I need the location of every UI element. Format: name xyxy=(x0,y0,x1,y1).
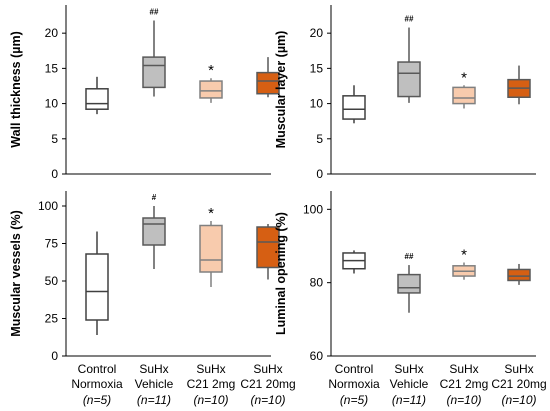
y-tick-label: 15 xyxy=(45,61,59,75)
y-axis-label: Luminal opening (%) xyxy=(274,212,288,335)
x-category-line2: C21 2mg xyxy=(187,377,236,391)
significance-hash: ## xyxy=(405,252,414,261)
y-tick-label: 20 xyxy=(45,26,59,40)
x-category-n: (n=11) xyxy=(137,393,171,407)
box-iqr xyxy=(397,273,421,294)
y-tick-label: 10 xyxy=(310,97,324,111)
y-tick-label: 15 xyxy=(310,61,324,75)
box-1 xyxy=(342,85,366,124)
significance-hash: ## xyxy=(405,15,414,24)
x-category-line1: Control xyxy=(78,362,117,376)
box-iqr xyxy=(85,253,109,321)
y-tick-label: 5 xyxy=(316,132,323,146)
x-category-line2: Normoxia xyxy=(328,377,380,391)
x-category-line1: SuHx xyxy=(449,362,478,376)
x-category-line1: SuHx xyxy=(253,362,282,376)
y-tick-label: 0 xyxy=(51,167,58,181)
x-category-line1: Control xyxy=(335,362,374,376)
chart-panel-4: 60 80 100 Luminal opening (%) ## * xyxy=(274,191,536,363)
x-category-n: (n=10) xyxy=(193,393,228,407)
y-tick-label: 20 xyxy=(310,26,324,40)
y-tick-label: 80 xyxy=(310,276,324,290)
x-category-n: (n=5) xyxy=(340,393,368,407)
box-iqr xyxy=(397,61,421,98)
box-3: * xyxy=(452,69,476,109)
x-category-line2: C21 20mg xyxy=(240,377,295,391)
significance-hash: ## xyxy=(150,7,159,16)
y-tick-label: 60 xyxy=(310,349,324,363)
box-4 xyxy=(256,57,280,98)
box-4 xyxy=(507,263,531,285)
y-tick-label: 100 xyxy=(38,199,58,213)
x-category-n: (n=10) xyxy=(446,393,481,407)
chart-panel-2: 0 5 10 15 20 Muscular layer (µm) ## * xyxy=(274,5,536,181)
box-3: * xyxy=(452,247,476,280)
x-category-n: (n=10) xyxy=(250,393,285,407)
y-tick-label: 100 xyxy=(303,202,323,216)
x-category-line1: SuHx xyxy=(394,362,423,376)
box-1 xyxy=(342,250,366,274)
x-axis-labels-right: ControlNormoxia(n=5)SuHxVehicle(n=11)SuH… xyxy=(328,362,546,407)
y-tick-label: 25 xyxy=(45,312,59,326)
x-category-line2: C21 2mg xyxy=(440,377,489,391)
significance-star: * xyxy=(208,205,214,222)
y-tick-label: 5 xyxy=(51,132,58,146)
box-4 xyxy=(507,65,531,105)
box-1 xyxy=(85,76,109,115)
y-tick-label: 0 xyxy=(316,167,323,181)
significance-star: * xyxy=(208,62,214,79)
y-tick-label: 75 xyxy=(45,237,59,251)
box-3: * xyxy=(199,62,223,103)
x-category-line2: Vehicle xyxy=(390,377,429,391)
x-category-n: (n=11) xyxy=(392,393,426,407)
x-category-line2: Vehicle xyxy=(135,377,174,391)
significance-star: * xyxy=(461,69,467,86)
significance-star: * xyxy=(461,247,467,264)
x-category-n: (n=10) xyxy=(501,393,536,407)
y-tick-label: 0 xyxy=(51,349,58,363)
box-iqr xyxy=(507,268,531,282)
box-iqr xyxy=(342,95,366,120)
y-axis-label: Muscular vessels (%) xyxy=(9,210,23,336)
box-2: # xyxy=(142,193,166,269)
box-iqr xyxy=(199,80,223,99)
chart-panel-3: 0 25 50 75 100 Muscular vessels (%) # * xyxy=(9,191,280,363)
box-iqr xyxy=(256,226,280,269)
y-tick-label: 50 xyxy=(45,274,59,288)
box-iqr xyxy=(256,71,280,95)
box-iqr xyxy=(199,224,223,273)
x-category-line1: SuHx xyxy=(196,362,225,376)
x-axis-labels-left: ControlNormoxia(n=5)SuHxVehicle(n=11)SuH… xyxy=(71,362,295,407)
box-2: ## xyxy=(397,252,421,313)
chart-panel-1: 0 5 10 15 20 Wall thickness (µm) ## * xyxy=(9,5,280,181)
box-2: ## xyxy=(397,15,421,103)
box-iqr xyxy=(85,88,109,110)
y-axis-label: Muscular layer (µm) xyxy=(274,31,288,149)
x-category-n: (n=5) xyxy=(83,393,111,407)
box-iqr xyxy=(142,56,166,89)
box-4 xyxy=(256,224,280,280)
box-2: ## xyxy=(142,7,166,97)
box-1 xyxy=(85,231,109,335)
x-category-line2: Normoxia xyxy=(71,377,123,391)
box-iqr xyxy=(142,217,166,246)
x-category-line2: C21 20mg xyxy=(491,377,546,391)
y-axis-label: Wall thickness (µm) xyxy=(9,31,23,148)
box-iqr xyxy=(452,86,476,105)
y-tick-label: 10 xyxy=(45,97,59,111)
x-category-line1: SuHx xyxy=(504,362,533,376)
x-category-line1: SuHx xyxy=(139,362,168,376)
significance-hash: # xyxy=(152,193,157,202)
box-3: * xyxy=(199,205,223,287)
